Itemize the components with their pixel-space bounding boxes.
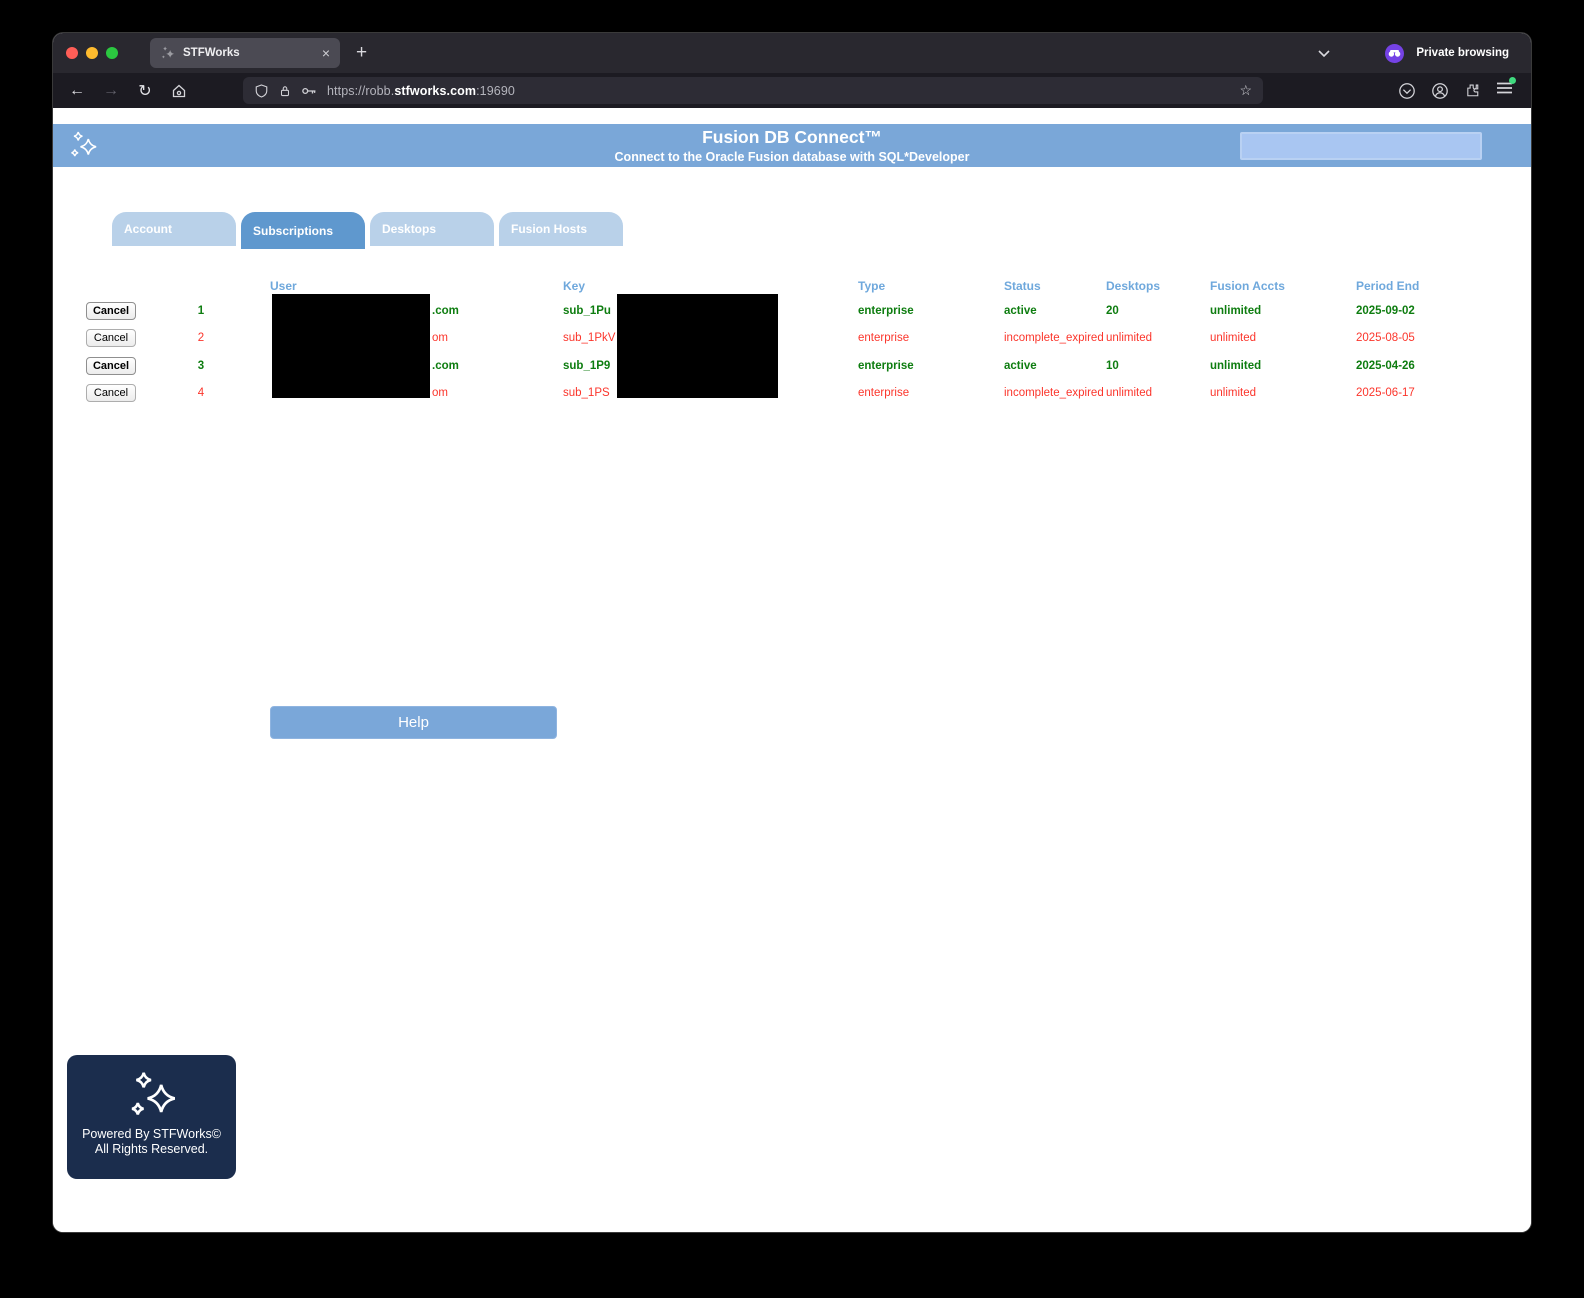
- user-email-suffix: .com: [432, 305, 459, 317]
- redacted-subscription-keys: [617, 294, 778, 398]
- shield-icon[interactable]: [254, 83, 269, 99]
- forward-icon[interactable]: →: [103, 81, 119, 99]
- column-header-key: Key: [563, 279, 586, 293]
- desktops-value: 20: [1106, 305, 1119, 317]
- tab-subscriptions[interactable]: Subscriptions: [241, 212, 365, 249]
- stfworks-favicon-icon: [160, 46, 175, 61]
- stfworks-footer-logo-icon: [126, 1071, 178, 1123]
- pocket-icon[interactable]: [1398, 82, 1416, 100]
- page-subtitle: Connect to the Oracle Fusion database wi…: [614, 150, 970, 164]
- column-header-type: Type: [858, 279, 886, 293]
- subscription-key: sub_1PS: [563, 387, 610, 399]
- browser-titlebar: STFWorks × + Private browsing: [53, 33, 1531, 73]
- tab-account[interactable]: Account: [112, 212, 236, 246]
- browser-toolbar: ← → ↻ https://robb.stfworks.com:19690 ☆: [53, 73, 1531, 108]
- subscription-type: enterprise: [858, 305, 914, 317]
- desktops-value: unlimited: [1106, 387, 1153, 399]
- user-email-suffix: om: [432, 332, 448, 344]
- hamburger-menu-icon: [1497, 82, 1512, 94]
- back-icon[interactable]: ←: [69, 81, 85, 99]
- cancel-subscription-button[interactable]: Cancel: [86, 357, 136, 375]
- home-icon[interactable]: [169, 81, 189, 101]
- fusion-accts-value: unlimited: [1210, 305, 1262, 317]
- table-row: Cancel 1 .com sub_1Pu enterprise active …: [53, 301, 1531, 321]
- tab-desktops[interactable]: Desktops: [370, 212, 494, 246]
- period-end-value: 2025-08-05: [1356, 332, 1415, 344]
- app-header: Fusion DB Connect™ Connect to the Oracle…: [53, 124, 1531, 167]
- url-text[interactable]: https://robb.stfworks.com:19690: [327, 83, 515, 98]
- subscription-key: sub_1Pu: [563, 305, 611, 317]
- footer-powered-by: Powered By STFWorks©: [82, 1127, 221, 1141]
- browser-window: STFWorks × + Private browsing ← → ↻ http…: [53, 33, 1531, 1232]
- row-index: 3: [197, 360, 205, 372]
- subscription-type: enterprise: [858, 387, 910, 399]
- cancel-subscription-button[interactable]: Cancel: [86, 384, 136, 402]
- table-row: Cancel 3 .com sub_1P9 enterprise active …: [53, 356, 1531, 376]
- url-bar[interactable]: https://robb.stfworks.com:19690 ☆: [243, 77, 1263, 104]
- page-title: Fusion DB Connect™: [702, 127, 882, 147]
- tab-fusion-hosts[interactable]: Fusion Hosts: [499, 212, 623, 246]
- row-index: 4: [197, 387, 205, 399]
- column-header-fusion-accts: Fusion Accts: [1210, 279, 1285, 293]
- cancel-subscription-button[interactable]: Cancel: [86, 302, 136, 320]
- new-tab-button[interactable]: +: [356, 42, 368, 63]
- private-browsing-label: Private browsing: [1416, 47, 1509, 59]
- tab-close-icon[interactable]: ×: [321, 45, 330, 61]
- period-end-value: 2025-06-17: [1356, 387, 1415, 399]
- cancel-subscription-button[interactable]: Cancel: [86, 329, 136, 347]
- reload-icon[interactable]: ↻: [138, 82, 152, 100]
- bookmark-star-icon[interactable]: ☆: [1239, 82, 1252, 98]
- subscription-status: active: [1004, 360, 1037, 372]
- column-header-period-end: Period End: [1356, 279, 1420, 293]
- help-button[interactable]: Help: [270, 706, 557, 739]
- fusion-accts-value: unlimited: [1210, 387, 1257, 399]
- header-input-field[interactable]: [1240, 132, 1482, 160]
- desktops-value: unlimited: [1106, 332, 1153, 344]
- column-header-user: User: [270, 279, 297, 293]
- footer-rights: All Rights Reserved.: [94, 1142, 209, 1156]
- minimize-window-button[interactable]: [86, 47, 98, 59]
- lock-icon[interactable]: [278, 83, 292, 99]
- subscription-status: active: [1004, 305, 1037, 317]
- private-browsing-icon: [1385, 43, 1405, 63]
- table-header-row: User Key Type Status Desktops Fusion Acc…: [53, 279, 1531, 295]
- column-header-desktops: Desktops: [1106, 279, 1161, 293]
- footer-brand-badge: Powered By STFWorks© All Rights Reserved…: [67, 1055, 236, 1179]
- subscription-type: enterprise: [858, 332, 910, 344]
- redacted-user-emails: [272, 294, 430, 398]
- period-end-value: 2025-09-02: [1356, 305, 1415, 317]
- subscription-type: enterprise: [858, 360, 914, 372]
- zoom-window-button[interactable]: [106, 47, 118, 59]
- account-icon[interactable]: [1431, 82, 1449, 100]
- desktops-value: 10: [1106, 360, 1119, 372]
- subscription-key: sub_1PkV: [563, 332, 616, 344]
- close-window-button[interactable]: [66, 47, 78, 59]
- fusion-accts-value: unlimited: [1210, 360, 1262, 372]
- menu-notification-dot: [1509, 77, 1516, 84]
- extensions-icon[interactable]: [1464, 82, 1481, 99]
- table-row: Cancel 4 om sub_1PS enterprise incomplet…: [53, 383, 1531, 403]
- browser-tab[interactable]: STFWorks ×: [150, 38, 340, 68]
- period-end-value: 2025-04-26: [1356, 360, 1415, 372]
- window-controls: [53, 47, 118, 59]
- tab-title: STFWorks: [183, 47, 240, 59]
- row-index: 2: [197, 332, 205, 344]
- subscription-key: sub_1P9: [563, 360, 611, 372]
- column-header-status: Status: [1004, 279, 1041, 293]
- menu-button[interactable]: [1496, 77, 1516, 100]
- tab-list-chevron-icon[interactable]: [1317, 49, 1331, 58]
- key-icon[interactable]: [301, 84, 318, 98]
- subscription-status: incomplete_expired: [1004, 332, 1104, 344]
- fusion-accts-value: unlimited: [1210, 332, 1257, 344]
- user-email-suffix: om: [432, 387, 448, 399]
- table-row: Cancel 2 om sub_1PkV enterprise incomple…: [53, 328, 1531, 348]
- row-index: 1: [197, 305, 205, 317]
- subscription-status: incomplete_expired: [1004, 387, 1104, 399]
- app-tab-bar: Account Subscriptions Desktops Fusion Ho…: [112, 212, 623, 249]
- user-email-suffix: .com: [432, 360, 459, 372]
- page-content: Fusion DB Connect™ Connect to the Oracle…: [53, 108, 1531, 1232]
